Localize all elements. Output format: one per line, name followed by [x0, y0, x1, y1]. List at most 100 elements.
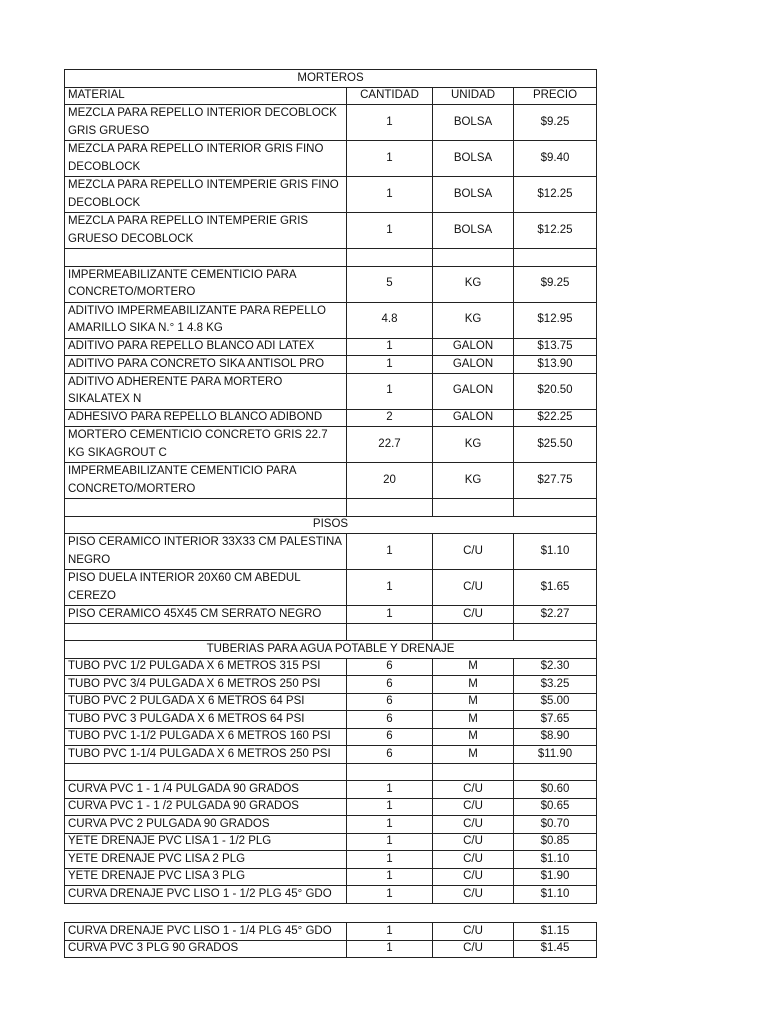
material-cell: TUBO PVC 3/4 PULGADA X 6 METROS 250 PSI: [65, 676, 347, 693]
material-cell: YETE DRENAJE PVC LISA 3 PLG: [65, 868, 347, 885]
material-cell: [65, 499, 347, 516]
unidad-cell: KG: [433, 463, 514, 498]
unidad-cell: M: [433, 693, 514, 710]
precio-cell: $11.90: [537, 747, 573, 760]
table-row: TUBO PVC 3 PULGADA X 6 METROS 64 PSI 6 M $7…: [65, 711, 596, 729]
table-row: MEZCLA PARA REPELLO INTERIOR DECOBLOCK G…: [65, 105, 596, 141]
table-row: MATERIAL CANTIDAD UNIDAD PRECIO: [65, 87, 596, 105]
cantidad-cell: 1: [347, 141, 433, 176]
cantidad-cell: [347, 623, 433, 640]
table-row: CURVA PVC 3 PLG 90 GRADOS 1 C/U $1.45: [65, 940, 596, 958]
unidad-cell: M: [433, 746, 514, 763]
precio-cell: $1.65: [540, 580, 570, 593]
precio-cell: $1.90: [540, 870, 570, 882]
precio-cell: $20.50: [537, 384, 573, 397]
unidad-cell: [433, 623, 514, 640]
unidad-cell: C/U: [433, 606, 514, 623]
cantidad-cell: 1: [347, 213, 433, 248]
cantidad-cell: 1: [347, 851, 433, 868]
cantidad-cell: 1: [347, 940, 433, 957]
table-row: ADITIVO IMPERMEABILIZANTE PARA REPELLO A…: [65, 302, 596, 339]
material-cell: TUBO PVC 1-1/2 PULGADA X 6 METROS 160 PS…: [65, 728, 347, 745]
table-row: CURVA DRENAJE PVC LISO 1 - 1/4 PLG 45° G…: [65, 923, 596, 941]
cantidad-cell: 2: [347, 409, 433, 426]
cantidad-cell: 1: [347, 781, 433, 798]
unidad-cell: BOLSA: [433, 177, 514, 212]
table-row: [65, 623, 596, 641]
cantidad-cell: 1: [347, 816, 433, 833]
cantidad-cell: 1: [347, 868, 433, 885]
cantidad-cell: 1: [347, 373, 433, 409]
precio-cell: $0.70: [540, 817, 570, 830]
cantidad-cell: 22.7: [347, 427, 433, 462]
material-cell: PISO CERAMICO INTERIOR 33X33 CM PALESTIN…: [65, 534, 347, 569]
material-cell: YETE DRENAJE PVC LISA 1 - 1/2 PLG: [65, 833, 347, 850]
cantidad-cell: 1: [347, 886, 433, 903]
material-cell: [65, 763, 347, 780]
precio-cell: $3.25: [540, 677, 570, 690]
unidad-cell: KG: [433, 427, 514, 462]
table-row: TUBO PVC 2 PULGADA X 6 METROS 64 PSI 6 M $5…: [65, 693, 596, 711]
table-row: YETE DRENAJE PVC LISA 3 PLG 1 C/U $1.90: [65, 868, 596, 886]
material-cell: TUBO PVC 1-1/4 PULGADA X 6 METROS 250 PS…: [65, 746, 347, 763]
material-cell: PISO DUELA INTERIOR 20X60 CM ABEDUL CERE…: [65, 570, 347, 605]
table-row: MEZCLA PARA REPELLO INTERIOR GRIS FINO D…: [65, 141, 596, 177]
table-row: YETE DRENAJE PVC LISA 1 - 1/2 PLG 1 C/U $0.…: [65, 833, 596, 851]
table-row: TUBO PVC 3/4 PULGADA X 6 METROS 250 PSI 6…: [65, 676, 596, 694]
unidad-cell: C/U: [433, 940, 514, 957]
precio-cell: $27.75: [537, 473, 573, 486]
cantidad-cell: 1: [347, 356, 433, 373]
precio-cell: $2.30: [540, 660, 570, 672]
precio-cell: PRECIO: [532, 89, 578, 101]
material-cell: ADITIVO IMPERMEABILIZANTE PARA REPELLO A…: [65, 302, 347, 338]
unidad-cell: C/U: [433, 570, 514, 605]
material-cell: YETE DRENAJE PVC LISA 2 PLG: [65, 851, 347, 868]
cantidad-cell: 1: [347, 923, 433, 940]
cantidad-cell: [347, 249, 433, 266]
unidad-cell: KG: [433, 302, 514, 338]
precio-cell: [514, 764, 596, 781]
material-cell: CURVA PVC 3 PLG 90 GRADOS: [65, 940, 347, 957]
table-row: ADITIVO ADHERENTE PARA MORTERO SIKALATEX…: [65, 373, 596, 410]
precio-cell: [514, 499, 596, 516]
unidad-cell: GALON: [433, 373, 514, 409]
cantidad-cell: 1: [347, 606, 433, 623]
unidad-cell: C/U: [433, 923, 514, 940]
unidad-cell: [433, 249, 514, 266]
precio-cell: $22.25: [537, 411, 573, 423]
material-cell: MATERIAL: [65, 87, 347, 104]
precio-cell: $9.25: [540, 115, 570, 128]
precio-cell: $2.27: [540, 607, 570, 620]
unidad-cell: C/U: [433, 798, 514, 815]
precio-cell: $0.60: [540, 782, 570, 795]
cantidad-cell: 6: [347, 746, 433, 763]
material-cell: MEZCLA PARA REPELLO INTEMPERIE GRIS GRUE…: [65, 213, 347, 248]
material-cell: IMPERMEABILIZANTE CEMENTICIO PARA CONCRE…: [65, 266, 347, 302]
unidad-cell: GALON: [433, 409, 514, 426]
material-cell: TUBO PVC 2 PULGADA X 6 METROS 64 PSI: [65, 693, 347, 710]
section-title-row: MORTEROS: [65, 70, 596, 88]
cantidad-cell: 1: [347, 833, 433, 850]
material-cell: MORTERO CEMENTICIO CONCRETO GRIS 22.7 KG…: [65, 427, 347, 462]
table-row: TUBO PVC 1/2 PULGADA X 6 METROS 315 PSI 6…: [65, 658, 596, 676]
precio-cell: $1.10: [540, 887, 570, 900]
table-row: TUBO PVC 1-1/2 PULGADA X 6 METROS 160 PS…: [65, 728, 596, 746]
unidad-cell: GALON: [433, 356, 514, 373]
material-cell: CURVA DRENAJE PVC LISO 1 - 1/4 PLG 45° G…: [65, 923, 347, 940]
precio-cell: $7.65: [540, 712, 570, 725]
unidad-cell: M: [433, 728, 514, 745]
cantidad-cell: 6: [347, 728, 433, 745]
precio-cell: $0.85: [540, 835, 570, 847]
unidad-cell: UNIDAD: [433, 87, 514, 104]
precio-cell: $8.90: [540, 730, 570, 742]
material-cell: ADITIVO PARA CONCRETO SIKA ANTISOL PRO: [65, 356, 347, 373]
precio-cell: $5.00: [540, 695, 570, 707]
unidad-cell: C/U: [433, 868, 514, 885]
cantidad-cell: [347, 763, 433, 780]
precio-cell: $0.65: [540, 800, 570, 812]
unidad-cell: [433, 763, 514, 780]
cantidad-cell: 6: [347, 658, 433, 675]
material-cell: ADITIVO ADHERENTE PARA MORTERO SIKALATEX…: [65, 373, 347, 409]
precio-cell: [514, 624, 596, 641]
cantidad-cell: 20: [347, 463, 433, 498]
